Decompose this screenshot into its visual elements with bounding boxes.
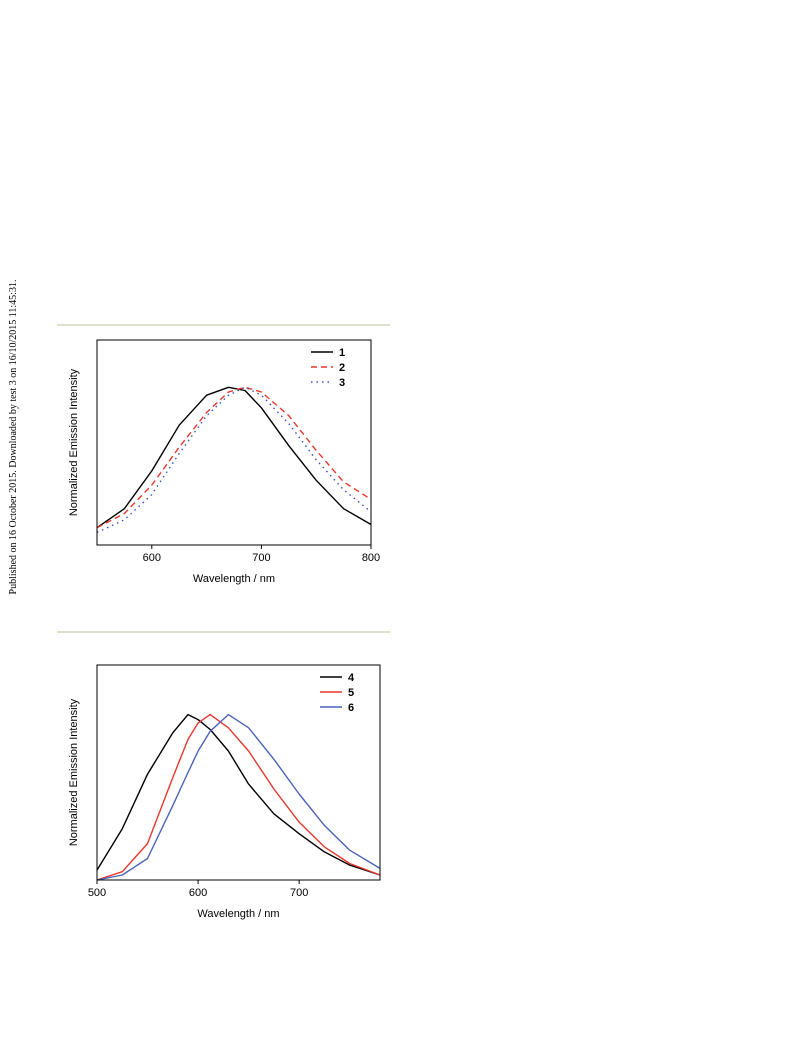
series-line xyxy=(96,386,372,529)
legend-label: 3 xyxy=(339,377,345,389)
legend-label: 1 xyxy=(339,347,345,359)
x-tick-label: 600 xyxy=(143,552,161,564)
plot-frame xyxy=(96,664,381,881)
legend-label: 5 xyxy=(348,687,354,699)
x-tick-label: 700 xyxy=(252,552,270,564)
legend-label: 6 xyxy=(348,702,354,714)
y-axis-label: Normalized Emission Intensity xyxy=(68,698,80,846)
legend-label: 4 xyxy=(348,672,355,684)
y-axis-label: Normalized Emission Intensity xyxy=(68,368,80,516)
series-line xyxy=(96,713,381,876)
plot-frame xyxy=(96,339,372,546)
series-line xyxy=(96,713,381,881)
x-tick-label: 500 xyxy=(88,887,106,899)
x-axis-label: Wavelength / nm xyxy=(197,908,279,920)
watermark: Published on 16 October 2015. Downloaded… xyxy=(8,280,19,595)
x-tick-label: 600 xyxy=(189,887,207,899)
x-tick-label: 800 xyxy=(362,552,380,564)
x-tick-label: 700 xyxy=(290,887,308,899)
legend-label: 2 xyxy=(339,362,345,374)
series-line xyxy=(96,713,381,881)
series-line xyxy=(96,386,372,534)
series-line xyxy=(96,386,372,529)
x-axis-label: Wavelength / nm xyxy=(193,573,275,585)
